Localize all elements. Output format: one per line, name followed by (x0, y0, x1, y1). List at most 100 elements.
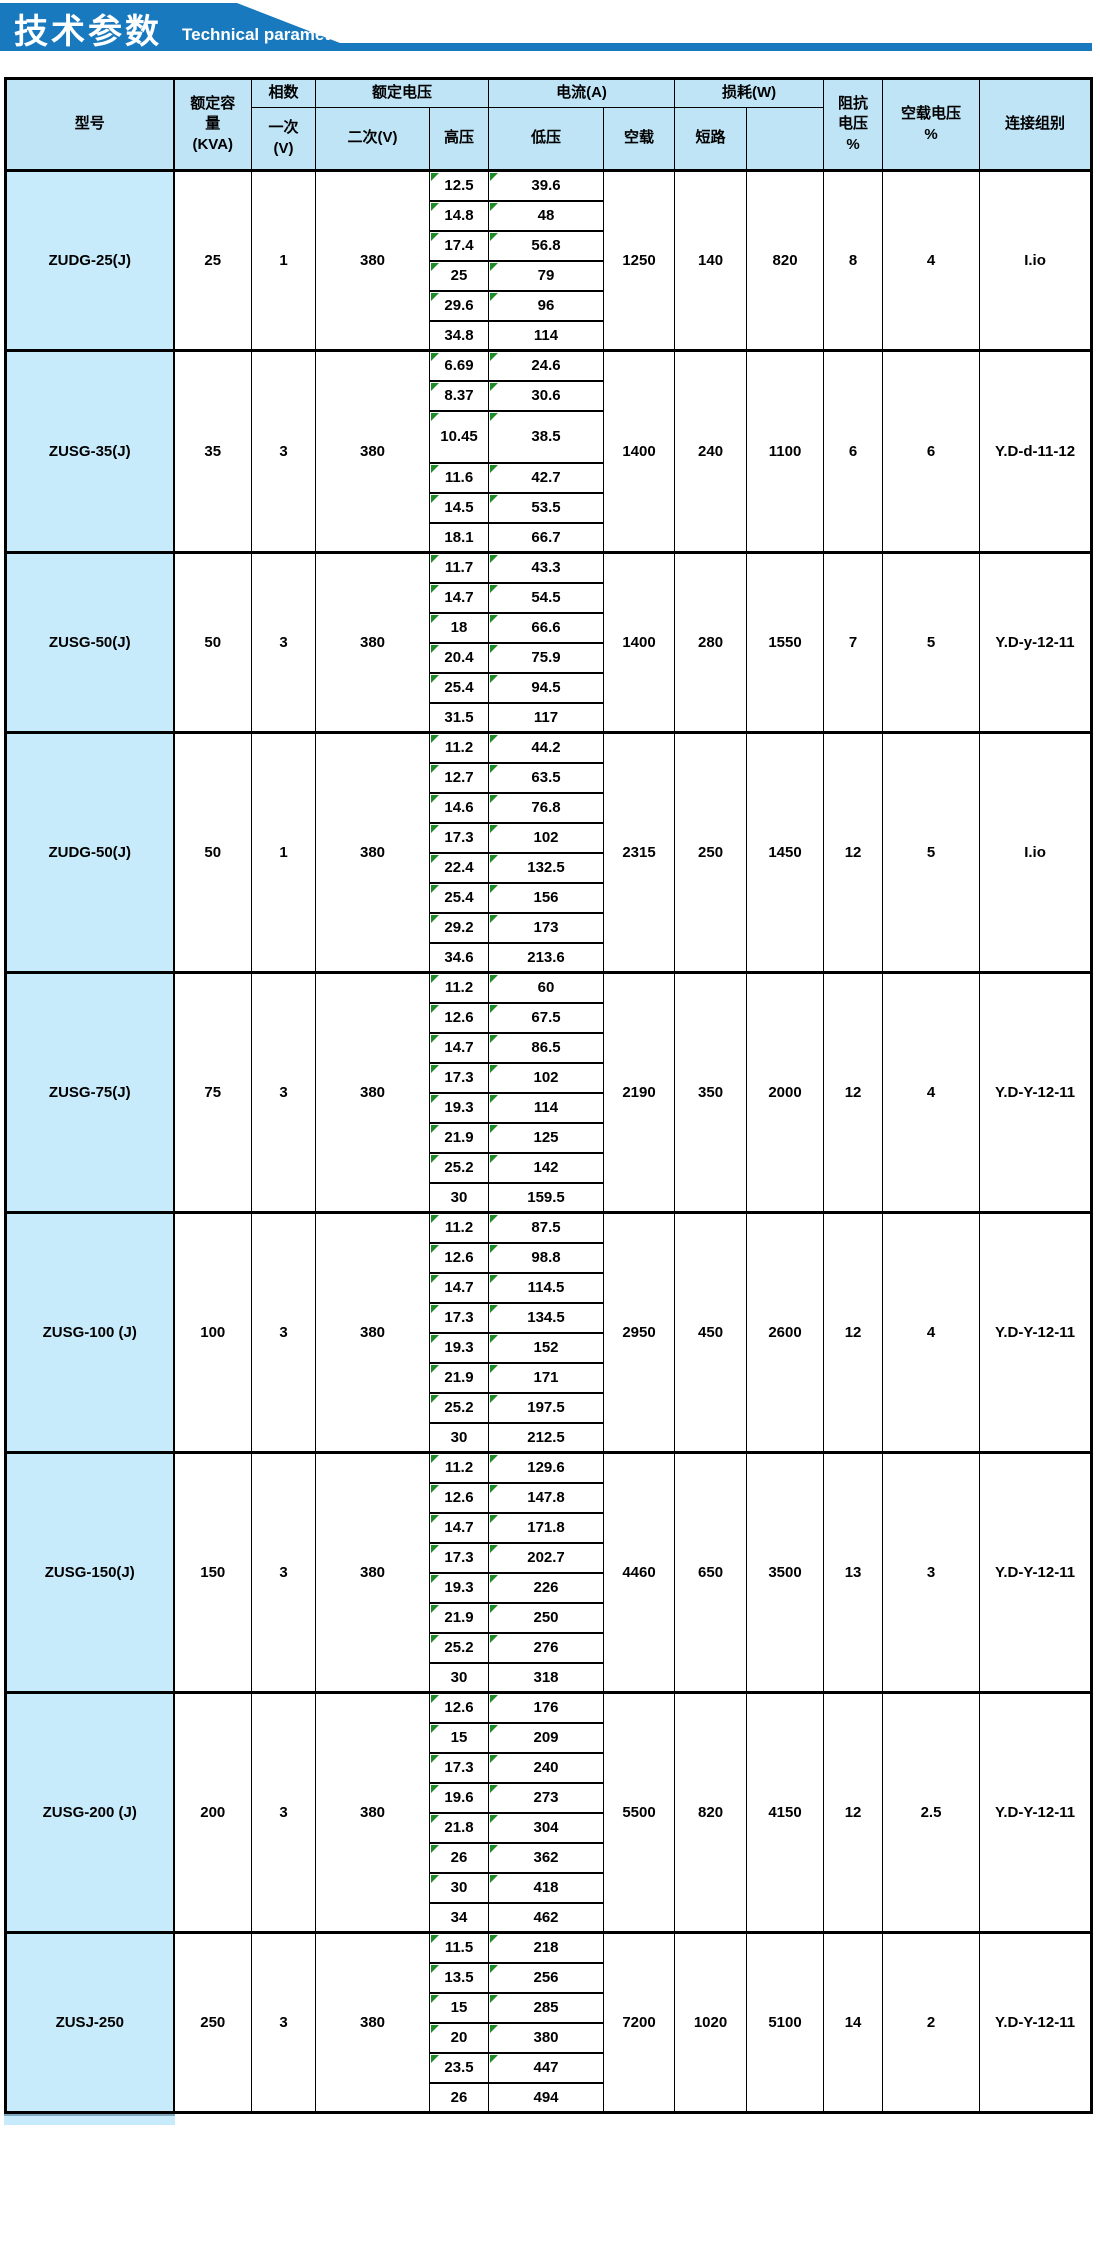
hv-current-cell-value: 14.6 (444, 799, 474, 816)
short-circuit-cell-value: 1020 (693, 2014, 728, 2031)
hv-current-cell: 21.9 (428, 1121, 490, 1154)
hv-current-cell-value: 12.6 (444, 1249, 474, 1266)
excel-flag-triangle-icon (490, 494, 499, 503)
noload-voltage-cell: 4 (882, 169, 981, 352)
model-cell-value: ZUSG-50(J) (48, 634, 131, 651)
impedance-cell-value: 8 (848, 252, 858, 269)
lv-current-cell: 362 (488, 1841, 605, 1874)
excel-flag-triangle-icon (431, 1544, 439, 1553)
lv-current-cell: 87.5 (488, 1211, 605, 1244)
tap-row: 14.7 86.5 (6, 1031, 1092, 1064)
lv-current-cell-value: 226 (533, 1579, 559, 1596)
loss-cell: 1100 (746, 349, 825, 554)
tap-row: 30 212.5 (6, 1421, 1092, 1454)
noload-cell-value: 1400 (622, 634, 656, 651)
excel-flag-triangle-icon (431, 914, 439, 923)
lv-current-cell-value: 114 (533, 326, 559, 344)
tap-row: 21.9 250 (6, 1601, 1092, 1634)
connection-cell: I.io (979, 169, 1093, 352)
lv-current-cell-value: 212.5 (527, 1428, 565, 1446)
excel-flag-triangle-icon (490, 735, 499, 743)
tap-row: 17.3 240 (6, 1751, 1092, 1784)
short-circuit-cell: 350 (674, 971, 748, 1214)
phase-cell: 3 (251, 1691, 316, 1934)
phase-cell-value: 1 (279, 252, 288, 269)
lv-current-cell: 96 (488, 289, 605, 322)
tap-row: 34.6 213.6 (6, 941, 1092, 974)
excel-flag-triangle-icon (431, 1964, 439, 1973)
secondary-voltage-cell-value: 380 (359, 1804, 386, 1821)
hv-current-cell-value: 17.3 (444, 1069, 474, 1086)
hv-current-cell-value: 21.8 (444, 1819, 474, 1836)
excel-flag-triangle-icon (431, 1455, 439, 1463)
lv-current-cell: 79 (488, 259, 605, 292)
header-capacity: 额定容 量 (KVA) (173, 78, 252, 171)
excel-flag-triangle-icon (490, 1544, 499, 1553)
hv-current-cell-value: 11.2 (444, 1219, 474, 1237)
noload-voltage-cell: 2 (882, 1931, 981, 2114)
connection-cell: Y.D-y-12-11 (979, 551, 1093, 734)
loss-cell-value: 1100 (768, 443, 802, 460)
hv-current-cell-value: 8.37 (444, 387, 474, 404)
loss-cell-value: 2000 (768, 1084, 802, 1101)
hv-current-cell: 14.5 (428, 491, 490, 524)
noload-cell: 7200 (603, 1931, 676, 2114)
hv-current-cell-value: 11.5 (444, 1939, 474, 1957)
secondary-voltage-cell-value: 380 (359, 252, 386, 269)
excel-flag-triangle-icon (431, 764, 439, 773)
lv-current-cell-value: 147.8 (527, 1489, 565, 1506)
lv-current-cell-value: 24.6 (531, 357, 561, 375)
lv-current-cell: 98.8 (488, 1241, 605, 1274)
hv-current-cell: 19.3 (428, 1331, 490, 1364)
hv-current-cell-value: 14.7 (444, 1039, 474, 1056)
excel-flag-triangle-icon (490, 412, 499, 421)
section-title-ribbon: 技术参数 Technical parameter (0, 3, 1092, 51)
secondary-voltage-cell-value: 380 (359, 844, 386, 861)
lv-current-cell: 63.5 (488, 761, 605, 794)
tap-row: 21.8 304 (6, 1811, 1092, 1844)
excel-flag-triangle-icon (431, 644, 439, 653)
hv-current-cell-value: 15 (450, 1729, 468, 1746)
excel-flag-triangle-icon (431, 1064, 439, 1073)
lv-current-cell: 142 (488, 1151, 605, 1184)
hv-current-cell-value: 14.5 (444, 499, 474, 516)
tap-row: 14.7 114.5 (6, 1271, 1092, 1304)
lv-current-cell: 42.7 (488, 461, 605, 494)
excel-flag-triangle-icon (431, 1364, 439, 1373)
loss-cell-value: 2600 (768, 1324, 802, 1341)
lv-current-cell: 276 (488, 1631, 605, 1664)
tap-row: 12.7 63.5 (6, 761, 1092, 794)
excel-flag-triangle-icon (431, 173, 439, 181)
excel-flag-triangle-icon (490, 382, 499, 391)
noload-voltage-cell-value: 4 (926, 252, 936, 269)
model-cell-value: ZUSJ-250 (55, 2014, 124, 2031)
header-impedance: 阻抗 电压 % (823, 78, 884, 171)
noload-cell: 5500 (603, 1691, 676, 1934)
excel-flag-triangle-icon (431, 382, 439, 391)
connection-cell: Y.D-Y-12-11 (979, 1931, 1093, 2114)
tap-row: 17.4 56.8 (6, 229, 1092, 262)
tap-row: 19.6 273 (6, 1781, 1092, 1814)
hv-current-cell: 12.6 (428, 1481, 490, 1514)
tap-row: 17.3 102 (6, 821, 1092, 854)
excel-flag-triangle-icon (490, 1935, 499, 1943)
hv-current-cell-value: 30 (450, 1879, 468, 1896)
lv-current-cell-value: 102 (533, 829, 559, 846)
excel-flag-triangle-icon (490, 824, 499, 833)
tap-row: 14.6 76.8 (6, 791, 1092, 824)
impedance-cell-value: 12 (844, 1084, 862, 1101)
model-cell: ZUSG-150(J) (5, 1451, 175, 1694)
hv-current-cell-value: 34.8 (444, 326, 474, 344)
lv-current-cell: 60 (488, 971, 605, 1004)
lv-current-cell-value: 202.7 (527, 1549, 565, 1566)
phase-cell: 3 (251, 1931, 316, 2114)
excel-flag-triangle-icon (490, 262, 499, 271)
lv-current-cell: 494 (488, 2081, 605, 2114)
hv-current-cell: 15 (428, 1721, 490, 1754)
loss-cell: 3500 (746, 1451, 825, 1694)
connection-cell-value: I.io (1024, 843, 1046, 861)
excel-flag-triangle-icon (490, 1604, 499, 1613)
hv-current-cell: 30 (428, 1661, 490, 1694)
noload-cell: 4460 (603, 1451, 676, 1694)
excel-flag-triangle-icon (431, 1604, 439, 1613)
